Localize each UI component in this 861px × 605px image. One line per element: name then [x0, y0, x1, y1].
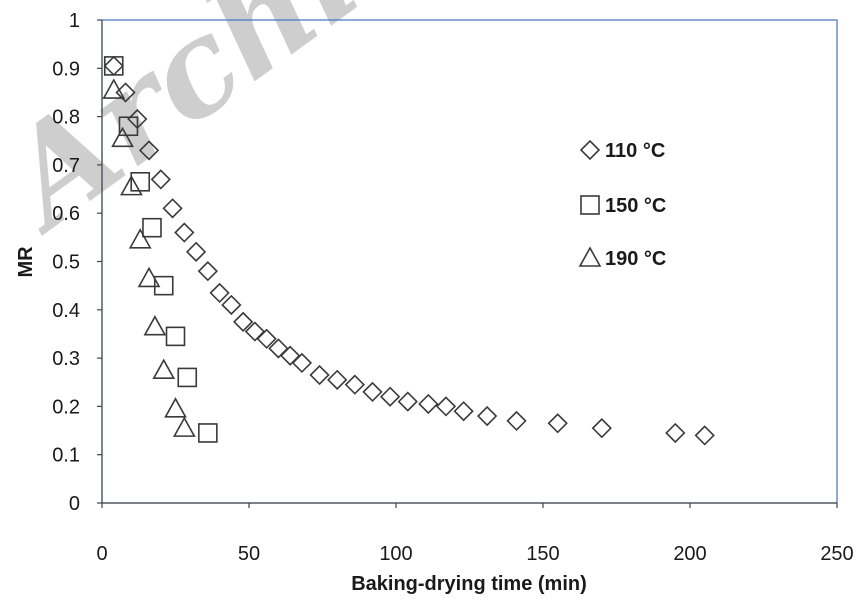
x-axis-title: Baking-drying time (min)	[351, 573, 587, 595]
series-square	[103, 56, 218, 443]
data-point-diamond	[150, 169, 171, 190]
y-axis-title: MR	[15, 246, 37, 278]
x-tick-label: 250	[820, 543, 853, 565]
y-tick-label: 0.6	[52, 203, 80, 225]
data-point-triangle	[164, 397, 187, 418]
data-point-diamond	[185, 241, 207, 262]
y-tick-label: 0.9	[52, 58, 80, 80]
x-tick-group: 0 50 100 150 200 250	[96, 503, 854, 565]
data-point-diamond	[506, 410, 527, 432]
data-point-triangle	[102, 78, 126, 99]
data-point-diamond	[694, 425, 715, 446]
legend-item: 150 °C	[580, 195, 666, 217]
y-tick-label: 0.1	[52, 445, 80, 467]
legend-marker-square	[580, 195, 600, 215]
data-point-triangle	[128, 228, 152, 249]
x-tick-label: 100	[379, 543, 412, 565]
y-tick-label: 0.4	[52, 300, 80, 322]
data-point-diamond	[291, 352, 313, 374]
data-points	[102, 55, 715, 446]
data-point-diamond	[477, 405, 498, 427]
data-point-diamond	[174, 222, 195, 243]
legend-marker-triangle	[578, 246, 602, 267]
data-point-square	[130, 172, 151, 192]
data-point-triangle	[137, 266, 161, 288]
data-point-square	[165, 326, 186, 347]
data-point-diamond	[280, 345, 301, 366]
y-tick-group: 0 0.1 0.2 0.3 0.4 0.5 0.6 0.7 0.8 0.9 1	[52, 10, 102, 515]
data-point-diamond	[397, 391, 418, 412]
data-point-triangle	[120, 174, 143, 196]
y-tick-label: 0.8	[52, 107, 80, 129]
legend-marker-diamond	[579, 139, 601, 161]
legend-item: 190 °C	[578, 246, 666, 270]
data-point-diamond	[362, 381, 383, 403]
data-point-triangle	[111, 126, 134, 148]
legend-item: 110 °C	[579, 139, 665, 162]
legend: 110 °C 150 °C 190 °C	[578, 139, 666, 270]
y-tick-label: 0.3	[52, 348, 80, 370]
series-triangle	[102, 78, 196, 437]
data-point-triangle	[152, 358, 176, 379]
x-tick-label: 50	[238, 543, 260, 565]
x-tick-label: 200	[673, 543, 706, 565]
data-point-diamond	[197, 261, 218, 282]
data-point-square	[103, 56, 124, 76]
legend-label: 150 °C	[605, 195, 666, 217]
data-point-diamond	[418, 393, 439, 415]
legend-label: 110 °C	[605, 140, 665, 162]
data-point-diamond	[327, 369, 348, 390]
data-point-diamond	[591, 418, 612, 439]
data-point-square	[198, 423, 218, 443]
data-point-square	[142, 217, 162, 238]
data-point-square	[118, 116, 139, 137]
data-point-diamond	[665, 422, 686, 444]
data-point-diamond	[547, 413, 568, 434]
data-point-diamond	[344, 374, 365, 395]
data-point-diamond	[379, 386, 401, 407]
data-point-diamond	[435, 396, 457, 417]
data-point-diamond	[221, 294, 242, 316]
data-point-diamond	[232, 311, 254, 333]
y-tick-label: 0.5	[52, 252, 80, 274]
data-point-diamond	[256, 328, 277, 349]
legend-label: 190 °C	[605, 248, 666, 270]
data-point-diamond	[309, 364, 330, 386]
x-tick-label: 0	[96, 543, 107, 565]
data-point-diamond	[162, 198, 183, 219]
data-point-diamond	[209, 282, 230, 304]
data-point-diamond	[268, 338, 289, 359]
data-point-triangle	[172, 416, 196, 437]
y-tick-label: 0.7	[52, 155, 80, 177]
data-point-triangle	[143, 315, 167, 336]
data-point-diamond	[138, 140, 160, 161]
data-point-diamond	[453, 401, 474, 422]
y-tick-label: 1	[69, 10, 80, 32]
data-point-diamond	[244, 321, 266, 342]
data-point-square	[177, 367, 198, 388]
x-tick-label: 150	[526, 543, 559, 565]
y-tick-label: 0	[69, 493, 80, 515]
y-tick-label: 0.2	[52, 396, 80, 418]
